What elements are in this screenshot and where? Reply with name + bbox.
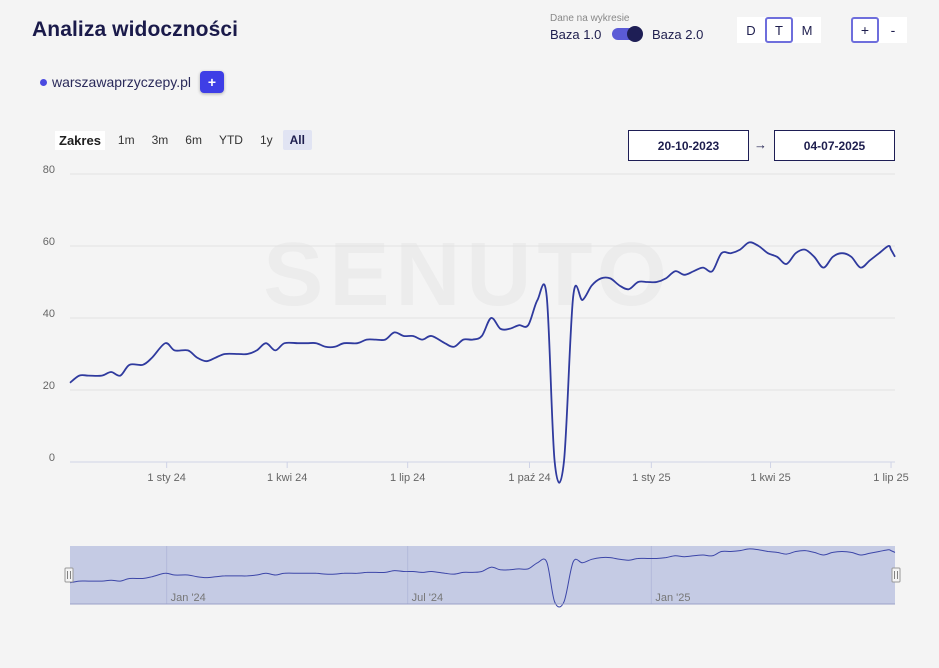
watermark-logo: SENUTO (263, 225, 672, 325)
navigator-tick-label: Jan '25 (655, 592, 690, 604)
navigator-tick-label: Jan '24 (171, 592, 206, 604)
zoom-in-button[interactable]: + (851, 17, 879, 43)
x-tick-label: 1 sty 25 (632, 472, 671, 484)
zoom-controls: + - (851, 17, 907, 43)
data-caption: Dane na wykresie (550, 13, 630, 24)
base-right-label: Baza 2.0 (652, 27, 704, 42)
range-6m-button[interactable]: 6m (185, 133, 202, 147)
base-switch[interactable] (612, 26, 643, 42)
range-1y-button[interactable]: 1y (259, 133, 273, 147)
base-left-label: Baza 1.0 (550, 27, 602, 42)
period-week-button[interactable]: T (765, 17, 793, 43)
series-line-warszawaprzyczepy-pl (69, 241, 896, 484)
switch-knob (627, 26, 643, 42)
navigator-left-handle[interactable] (64, 567, 74, 583)
range-3m-button[interactable]: 3m (151, 133, 169, 147)
x-tick-label: 1 sty 24 (147, 472, 186, 484)
y-tick-label: 40 (43, 308, 55, 320)
domain-color-dot (40, 78, 47, 86)
x-tick-label: 1 lip 25 (873, 472, 908, 484)
domain-legend: warszawaprzyczepy.pl + (40, 71, 225, 93)
navigator-series-line (69, 548, 896, 608)
range-1m-button[interactable]: 1m (117, 133, 135, 147)
range-ytd-button[interactable]: YTD (218, 133, 243, 147)
navigator-selection (70, 546, 895, 604)
add-domain-button[interactable]: + (200, 71, 225, 93)
navigator-tick-label: Jul '24 (412, 592, 443, 604)
range-selector: Zakres 1m 3m 6m YTD 1y All (55, 130, 315, 150)
date-from-input[interactable]: 20-10-2023 (628, 130, 749, 161)
domain-name[interactable]: warszawaprzyczepy.pl (52, 74, 192, 90)
y-tick-label: 0 (49, 452, 55, 464)
period-month-button[interactable]: M (793, 17, 821, 43)
page-title: Analiza widoczności (32, 18, 239, 41)
zoom-out-button[interactable]: - (879, 17, 907, 43)
x-tick-label: 1 kwi 25 (750, 472, 790, 484)
navigator-right-handle[interactable] (891, 567, 901, 583)
x-tick-label: 1 lip 24 (390, 472, 425, 484)
date-range-arrow: → (754, 137, 767, 152)
y-tick-label: 60 (43, 236, 55, 248)
y-tick-label: 20 (43, 380, 55, 392)
x-tick-label: 1 kwi 24 (267, 472, 307, 484)
range-all-button[interactable]: All (282, 130, 312, 150)
y-tick-label: 80 (43, 164, 55, 176)
period-selector: D T M (737, 17, 821, 43)
range-label: Zakres (55, 130, 105, 150)
date-to-input[interactable]: 04-07-2025 (774, 130, 895, 161)
period-day-button[interactable]: D (737, 17, 765, 43)
x-tick-label: 1 paź 24 (508, 472, 550, 484)
